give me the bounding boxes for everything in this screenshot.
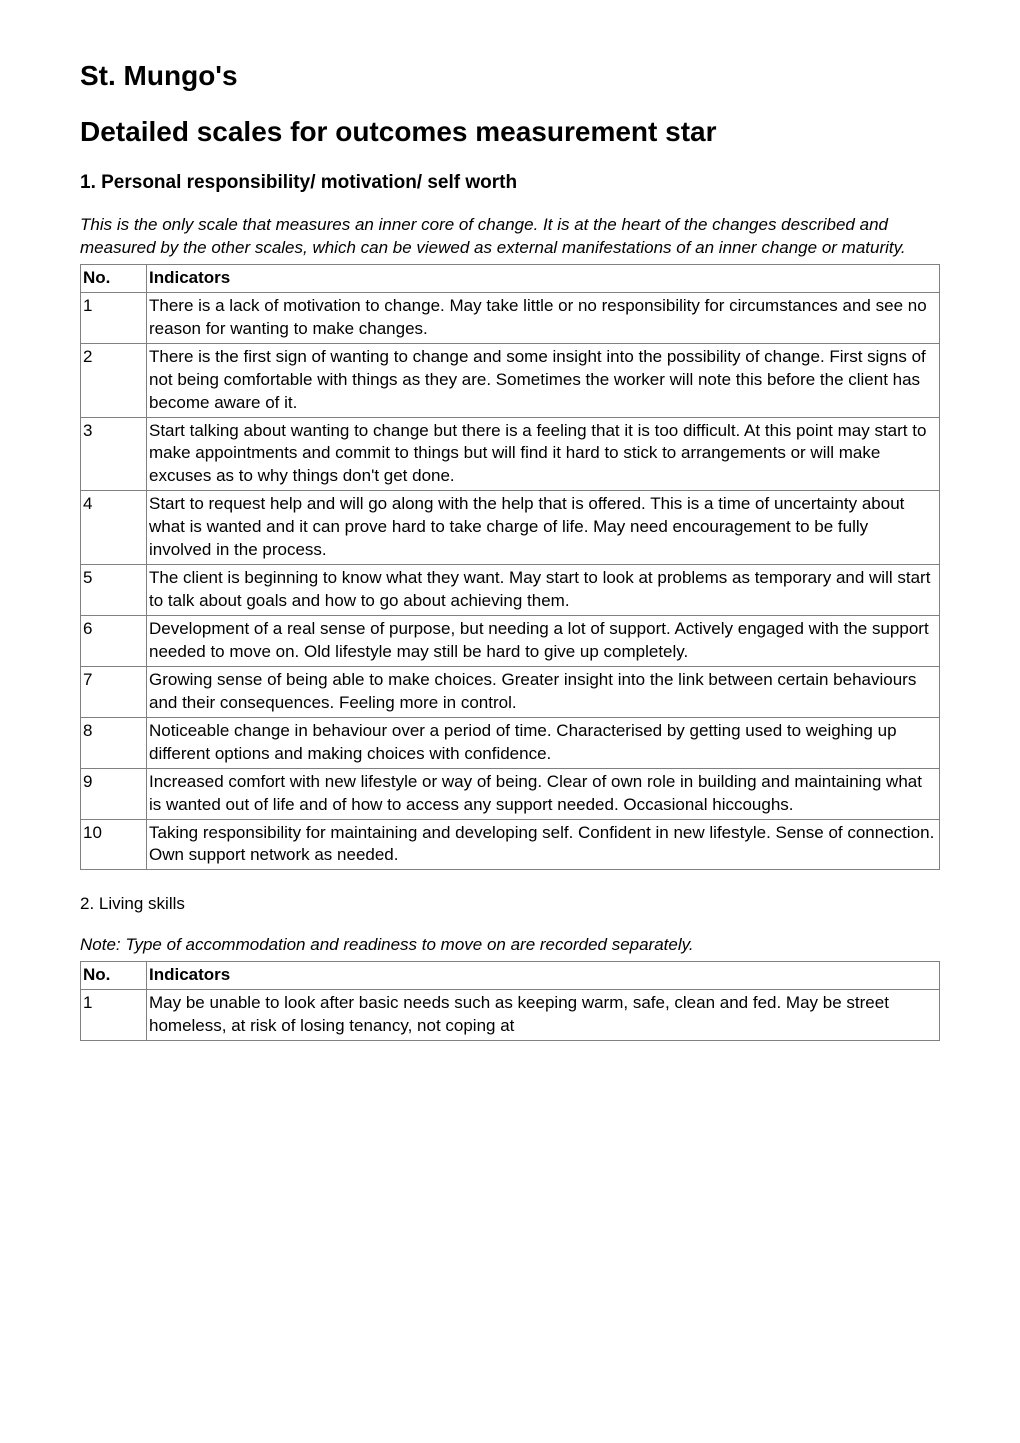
col-header-indicators: Indicators <box>147 962 940 990</box>
table-row: 2There is the first sign of wanting to c… <box>81 343 940 417</box>
col-header-no: No. <box>81 264 147 292</box>
row-text: There is a lack of motivation to change.… <box>147 292 940 343</box>
row-text: Taking responsibility for maintaining an… <box>147 819 940 870</box>
row-no: 5 <box>81 565 147 616</box>
section2-table: No. Indicators 1May be unable to look af… <box>80 961 940 1041</box>
row-text: Start to request help and will go along … <box>147 491 940 565</box>
table-row: 6Development of a real sense of purpose,… <box>81 616 940 667</box>
row-text: Growing sense of being able to make choi… <box>147 666 940 717</box>
table-header-row: No. Indicators <box>81 962 940 990</box>
row-no: 3 <box>81 417 147 491</box>
row-text: Development of a real sense of purpose, … <box>147 616 940 667</box>
page-title-main: St. Mungo's <box>80 60 940 92</box>
row-text: There is the first sign of wanting to ch… <box>147 343 940 417</box>
section1-intro: This is the only scale that measures an … <box>80 214 940 260</box>
table-row: 1May be unable to look after basic needs… <box>81 990 940 1041</box>
row-text: May be unable to look after basic needs … <box>147 990 940 1041</box>
row-no: 2 <box>81 343 147 417</box>
table-row: 10Taking responsibility for maintaining … <box>81 819 940 870</box>
row-no: 4 <box>81 491 147 565</box>
section1-heading: 1. Personal responsibility/ motivation/ … <box>80 172 940 194</box>
table-row: 9Increased comfort with new lifestyle or… <box>81 768 940 819</box>
row-no: 10 <box>81 819 147 870</box>
row-no: 8 <box>81 717 147 768</box>
col-header-indicators: Indicators <box>147 264 940 292</box>
row-no: 6 <box>81 616 147 667</box>
table-row: 7Growing sense of being able to make cho… <box>81 666 940 717</box>
row-no: 9 <box>81 768 147 819</box>
col-header-no: No. <box>81 962 147 990</box>
row-text: Start talking about wanting to change bu… <box>147 417 940 491</box>
row-text: Noticeable change in behaviour over a pe… <box>147 717 940 768</box>
table-row: 8Noticeable change in behaviour over a p… <box>81 717 940 768</box>
page-title-sub: Detailed scales for outcomes measurement… <box>80 116 940 148</box>
section2-heading: 2. Living skills <box>80 894 940 914</box>
row-text: The client is beginning to know what the… <box>147 565 940 616</box>
row-text: Increased comfort with new lifestyle or … <box>147 768 940 819</box>
section1-table: No. Indicators 1There is a lack of motiv… <box>80 264 940 871</box>
table-row: 5The client is beginning to know what th… <box>81 565 940 616</box>
row-no: 7 <box>81 666 147 717</box>
row-no: 1 <box>81 292 147 343</box>
table-header-row: No. Indicators <box>81 264 940 292</box>
table-row: 1There is a lack of motivation to change… <box>81 292 940 343</box>
row-no: 1 <box>81 990 147 1041</box>
table-row: 3Start talking about wanting to change b… <box>81 417 940 491</box>
section2-intro: Note: Type of accommodation and readines… <box>80 934 940 957</box>
table-row: 4Start to request help and will go along… <box>81 491 940 565</box>
